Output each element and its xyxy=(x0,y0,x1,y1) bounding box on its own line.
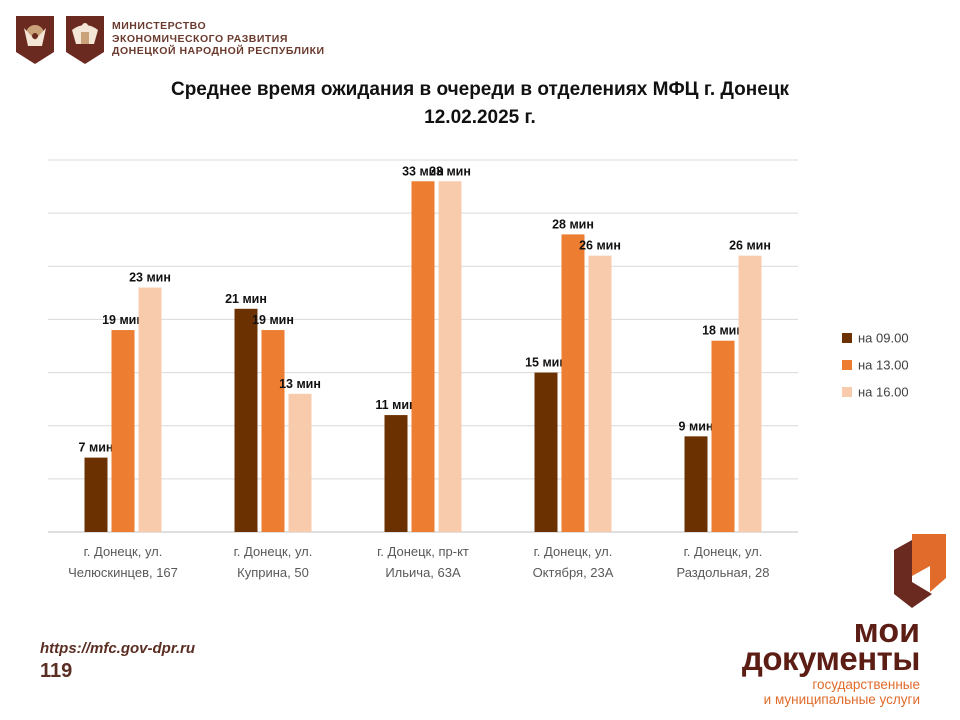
logo-text-line-2: документы xyxy=(741,640,921,677)
dpr-coat-of-arms-icon xyxy=(66,16,104,64)
russian-coat-of-arms-icon xyxy=(16,16,54,64)
data-label: 23 мин xyxy=(129,271,171,285)
legend-swatch xyxy=(842,387,852,397)
data-label: 13 мин xyxy=(279,377,321,391)
legend-entry: на 09.00 xyxy=(858,331,909,346)
data-label: 15 мин xyxy=(525,356,567,370)
x-tick-label: г. Донецк, ул. xyxy=(234,544,313,559)
x-tick-label: г. Донецк, пр-кт xyxy=(377,544,469,559)
ministry-line-1: МИНИСТЕРСТВО xyxy=(112,20,207,32)
data-label: 33 мин xyxy=(429,164,471,178)
bar xyxy=(261,330,285,532)
header: МИНИСТЕРСТВО ЭКОНОМИЧЕСКОГО РАЗВИТИЯ ДОН… xyxy=(14,14,434,70)
legend-swatch xyxy=(842,333,852,343)
bar xyxy=(84,457,108,532)
x-tick-label: Челюскинцев, 167 xyxy=(68,565,178,580)
x-tick-label: г. Донецк, ул. xyxy=(684,544,763,559)
ministry-line-3: ДОНЕЦКОЙ НАРОДНОЙ РЕСПУБЛИКИ xyxy=(112,45,325,57)
bar xyxy=(684,436,708,532)
chart-title-block: Среднее время ожидания в очереди в отдел… xyxy=(0,76,960,132)
data-label: 11 мин xyxy=(375,398,416,412)
ministry-name: МИНИСТЕРСТВО ЭКОНОМИЧЕСКОГО РАЗВИТИЯ ДОН… xyxy=(112,20,325,58)
data-label: 19 мин xyxy=(252,313,294,327)
bar xyxy=(738,255,762,532)
data-label: 26 мин xyxy=(729,239,771,253)
x-tick-label: Ильича, 63А xyxy=(385,565,461,580)
bar xyxy=(561,234,585,532)
data-label: 28 мин xyxy=(552,217,594,231)
x-tick-label: г. Донецк, ул. xyxy=(534,544,613,559)
ministry-line-2: ЭКОНОМИЧЕСКОГО РАЗВИТИЯ xyxy=(112,32,288,45)
legend-swatch xyxy=(842,360,852,370)
data-label: 21 мин xyxy=(225,292,267,306)
chart-title: Среднее время ожидания в очереди в отдел… xyxy=(170,79,790,100)
bar xyxy=(534,372,558,532)
bar xyxy=(138,287,162,532)
data-label: 26 мин xyxy=(579,239,621,253)
x-tick-label: г. Донецк, ул. xyxy=(84,544,163,559)
bar xyxy=(234,308,258,532)
data-label: 9 мин xyxy=(679,419,714,433)
x-tick-label: Раздольная, 28 xyxy=(676,565,769,580)
data-label: 19 мин xyxy=(102,313,144,327)
bar xyxy=(384,415,408,532)
legend-entry: на 13.00 xyxy=(858,358,909,373)
data-label: 18 мин xyxy=(702,324,744,338)
bar xyxy=(711,340,735,532)
data-label: 7 мин xyxy=(79,441,114,455)
bar xyxy=(438,181,462,532)
website-url[interactable]: https://mfc.gov-dpr.ru xyxy=(40,640,195,657)
bar xyxy=(288,393,312,532)
bar xyxy=(411,181,435,532)
page-number: 119 xyxy=(40,660,73,682)
chart-subtitle: 12.02.2025 г. xyxy=(424,107,536,128)
x-tick-label: Куприна, 50 xyxy=(237,565,309,580)
logo-tagline-1: государственные xyxy=(812,677,920,692)
legend-entry: на 16.00 xyxy=(858,385,909,400)
logo-text-line-1: мои xyxy=(853,612,920,650)
moi-dokumenty-logo-icon xyxy=(894,534,946,608)
logo-tagline-2: и муниципальные услуги xyxy=(763,692,920,707)
bar xyxy=(111,330,135,532)
bar xyxy=(588,255,612,532)
data-label: 33 мин xyxy=(402,164,444,178)
x-tick-label: Октября, 23А xyxy=(533,565,614,580)
